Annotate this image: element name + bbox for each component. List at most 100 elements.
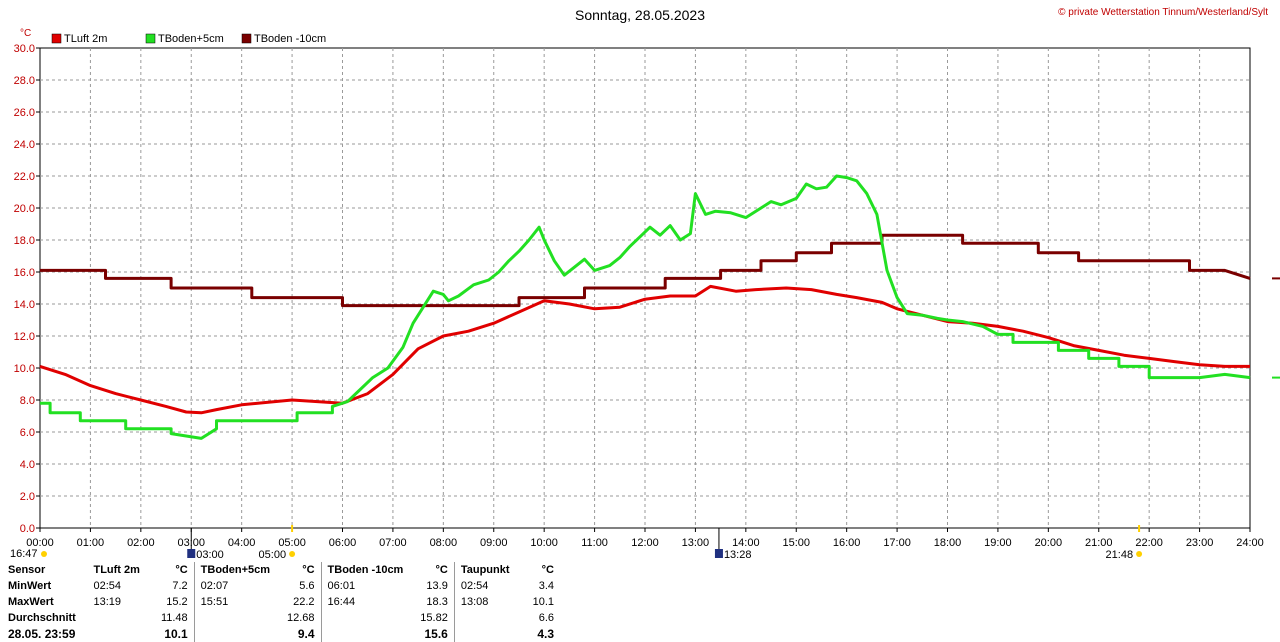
y-tick-label: 10.0 — [14, 363, 35, 375]
stats-row-label: 28.05. 23:59 — [8, 627, 76, 641]
stats-cell-time — [320, 610, 404, 626]
stats-header-sensor: Sensor — [8, 564, 46, 576]
legend: TLuft 2m TBoden+5cm TBoden -10cm — [51, 33, 326, 45]
x-tick-label: 17:00 — [883, 537, 911, 549]
x-tick-label: 18:00 — [934, 537, 962, 549]
marker-label: 03:00 — [196, 549, 224, 561]
stats-table: Sensor TLuft 2m °C TBoden+5cm °C TBoden … — [0, 562, 560, 642]
stats-cell-value: 15.2 — [166, 596, 188, 608]
x-tick-label: 11:00 — [581, 537, 608, 549]
x-tick-label: 21:00 — [1085, 537, 1113, 549]
y-tick-label: 8.0 — [20, 395, 35, 407]
y-tick-label: 18.0 — [14, 235, 35, 247]
stats-row-max: MaxWert 13:19 15.2 15:51 22.2 16:44 18.3… — [0, 594, 560, 610]
y-tick-label: 24.0 — [14, 139, 35, 151]
stats-row-current: 28.05. 23:59 10.1 9.4 15.6 4.3 — [0, 626, 560, 642]
marker-label: 21:48 — [1106, 549, 1134, 561]
x-tick-label: 04:00 — [228, 537, 256, 549]
x-tick-label: 00:00 — [26, 537, 54, 549]
temperature-chart: Sonntag, 28.05.2023 © private Wetterstat… — [10, 7, 1280, 561]
event-markers: 16:47 03:00 05:00 13:28 21:48 — [10, 525, 1143, 561]
x-tick-label: 24:00 — [1236, 537, 1264, 549]
stats-header-unit-1: °C — [175, 564, 188, 576]
copyright-text: © private Wetterstation Tinnum/Westerlan… — [1058, 7, 1268, 18]
stats-cell-value: 4.3 — [537, 627, 554, 641]
x-tick-label: 05:00 — [278, 537, 306, 549]
stats-cell-value: 13.9 — [426, 580, 448, 592]
moon-icon — [187, 549, 196, 558]
sunrise-icon — [41, 551, 47, 557]
x-tick-label: 07:00 — [379, 537, 407, 549]
y-tick-label: 16.0 — [14, 267, 35, 279]
stats-cell-value: 12.68 — [287, 612, 315, 624]
stats-cell-value: 3.4 — [538, 580, 554, 592]
y-tick-label: 2.0 — [20, 491, 35, 503]
stats-cell-time: 02:54 — [93, 580, 121, 592]
x-axis: 00:00 01:00 02:00 03:00 04:00 05:00 06:00 07:00… — [26, 528, 1264, 549]
stats-cell-time — [87, 610, 143, 626]
stats-header-s1: TLuft 2m — [93, 564, 140, 576]
stats-cell-time: 06:01 — [320, 578, 404, 594]
sun-icon — [289, 551, 296, 557]
y-tick-label: 12.0 — [14, 331, 35, 343]
marker-label: 16:47 — [10, 548, 38, 560]
y-tick-label: 22.0 — [14, 171, 35, 183]
y-tick-label: 20.0 — [14, 203, 35, 215]
legend-label-tluft: TLuft 2m — [64, 33, 107, 45]
legend-swatch-tboden5 — [145, 33, 156, 44]
y-tick-label: 14.0 — [14, 299, 35, 311]
stats-cell-value: 5.6 — [299, 580, 315, 592]
y-tick-label: 28.0 — [14, 75, 35, 87]
stats-row-label: MinWert — [8, 580, 52, 592]
stats-row-label: MaxWert — [8, 596, 54, 608]
chart-title: Sonntag, 28.05.2023 — [575, 7, 705, 23]
x-tick-label: 19:00 — [984, 537, 1012, 549]
stats-cell-time: 13:08 — [453, 594, 512, 610]
stats-cell-value: 15.6 — [424, 627, 448, 641]
stats-cell-time — [320, 626, 404, 642]
stats-cell-value: 10.1 — [532, 596, 554, 608]
sun-icon — [1136, 551, 1143, 557]
stats-cell-value: 9.4 — [297, 627, 315, 641]
stats-cell-time: 16:44 — [320, 594, 404, 610]
stats-row-label: Durchschnitt — [8, 612, 76, 624]
legend-label-tboden10: TBoden -10cm — [254, 33, 326, 45]
series-line-1 — [40, 174, 1251, 440]
stats-cell-value: 7.2 — [172, 580, 188, 592]
stats-cell-time — [453, 610, 512, 626]
right-edge-marks — [1272, 277, 1280, 379]
series-line-0 — [39, 284, 1250, 415]
stats-header-unit-3: °C — [435, 564, 448, 576]
x-tick-label: 08:00 — [430, 537, 458, 549]
x-tick-label: 16:00 — [833, 537, 861, 549]
stats-cell-time — [193, 626, 271, 642]
stats-header-s4: Taupunkt — [453, 562, 512, 578]
series-lines — [39, 174, 1251, 440]
stats-cell-time — [453, 626, 512, 642]
stats-cell-value: 11.48 — [160, 612, 188, 624]
x-tick-label: 09:00 — [480, 537, 508, 549]
y-tick-label: 26.0 — [14, 107, 35, 119]
legend-swatch-tluft — [51, 33, 62, 44]
y-tick-label: 30.0 — [14, 43, 35, 55]
stats-header-s3: TBoden -10cm — [320, 562, 404, 578]
x-tick-label: 10:00 — [530, 537, 558, 549]
x-tick-label: 13:00 — [682, 537, 710, 549]
y-unit-label: °C — [20, 28, 31, 39]
stats-cell-time — [193, 610, 271, 626]
x-tick-label: 01:00 — [77, 537, 105, 549]
x-tick-label: 22:00 — [1135, 537, 1163, 549]
x-tick-label: 20:00 — [1035, 537, 1063, 549]
moon-icon — [714, 549, 723, 558]
stats-header-unit-4: °C — [541, 564, 554, 576]
y-axis: 0.0 2.0 4.0 6.0 8.0 10.0 12.0 14.0 16.0 18.0 20.0 2… — [14, 43, 40, 535]
stats-cell-value: 15.82 — [420, 612, 448, 624]
x-tick-label: 14:00 — [732, 537, 760, 549]
stats-row-min: MinWert 02:54 7.2 02:07 5.6 06:01 13.9 0… — [0, 578, 560, 594]
stats-row-avg: Durchschnitt 11.48 12.68 15.82 6.6 — [0, 610, 560, 626]
marker-label: 13:28 — [724, 549, 752, 561]
stats-cell-value: 22.2 — [293, 596, 315, 608]
y-tick-label: 6.0 — [20, 427, 35, 439]
marker-label: 05:00 — [259, 549, 287, 561]
y-tick-label: 4.0 — [20, 459, 35, 471]
